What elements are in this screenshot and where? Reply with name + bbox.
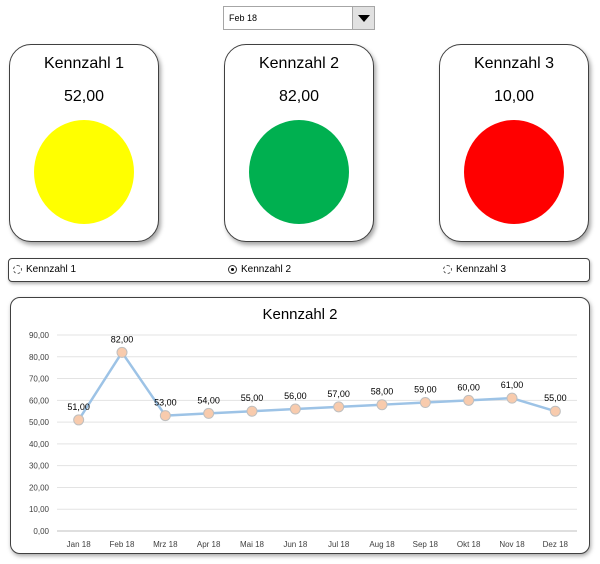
y-tick-label: 20,00: [29, 483, 50, 492]
y-tick-label: 30,00: [29, 462, 50, 471]
kpi-radio-group: Kennzahl 1 Kennzahl 2 Kennzahl 3: [8, 258, 590, 282]
traffic-light-icon: [249, 120, 349, 224]
x-tick-label: Jan 18: [67, 540, 92, 549]
data-point: [289, 403, 301, 415]
data-point: [549, 405, 561, 417]
data-label: 57,00: [327, 389, 350, 399]
y-tick-label: 50,00: [29, 418, 50, 427]
radio-kennzahl-1[interactable]: Kennzahl 1: [13, 264, 76, 275]
data-point: [73, 414, 85, 426]
x-tick-label: Dez 18: [543, 540, 569, 549]
radio-label: Kennzahl 2: [241, 264, 292, 275]
series-line: [77, 351, 556, 421]
data-label: 61,00: [501, 380, 524, 390]
x-tick-label: Feb 18: [110, 540, 135, 549]
x-tick-label: Mrz 18: [153, 540, 178, 549]
y-tick-label: 0,00: [33, 527, 49, 536]
y-tick-label: 80,00: [29, 353, 50, 362]
x-tick-label: Jul 18: [328, 540, 350, 549]
dropdown-button[interactable]: [352, 7, 374, 29]
kpi-card-1: Kennzahl 1 52,00: [9, 44, 159, 242]
kpi-card-value: 82,00: [278, 88, 320, 105]
kpi-chart: 0,00 10,00 20,00 30,00 40,00 50,00 60,00 70,00 8…: [10, 297, 590, 554]
x-tick-label: Mai 18: [240, 540, 265, 549]
kpi-card-2: Kennzahl 2 82,00: [224, 44, 374, 242]
data-point: [333, 401, 345, 413]
y-tick-label: 90,00: [29, 331, 50, 340]
kpi-card-value: 52,00: [63, 88, 105, 105]
period-dropdown[interactable]: Feb 18: [223, 6, 375, 30]
x-tick-label: Jun 18: [283, 540, 308, 549]
chart-title: Kennzahl 2: [262, 306, 338, 323]
y-tick-label: 10,00: [29, 505, 50, 514]
radio-label: Kennzahl 1: [26, 264, 77, 275]
data-label: 55,00: [544, 393, 567, 403]
data-label: 53,00: [154, 398, 177, 408]
period-dropdown-value: Feb 18: [229, 13, 258, 23]
x-tick-label: Okt 18: [457, 540, 481, 549]
data-point: [203, 407, 215, 419]
radio-kennzahl-3[interactable]: Kennzahl 3: [443, 264, 506, 275]
data-label: 55,00: [241, 393, 264, 403]
data-label: 51,00: [67, 402, 90, 412]
x-tick-label: Nov 18: [499, 540, 525, 549]
radio-button-icon[interactable]: [13, 265, 22, 274]
data-label: 82,00: [111, 334, 134, 344]
data-point: [463, 394, 475, 406]
kpi-card-title: Kennzahl 1: [43, 55, 125, 72]
data-label: 54,00: [197, 395, 220, 405]
radio-button-icon[interactable]: [443, 265, 452, 274]
kpi-card-3: Kennzahl 3 10,00: [439, 44, 589, 242]
data-label: 60,00: [457, 382, 480, 392]
radio-button-icon[interactable]: [228, 265, 237, 274]
traffic-light-icon: [34, 120, 134, 224]
x-tick-label: Apr 18: [197, 540, 221, 549]
kpi-card-title: Kennzahl 2: [258, 55, 340, 72]
data-point: [246, 405, 258, 417]
data-point: [376, 399, 388, 411]
radio-kennzahl-2[interactable]: Kennzahl 2: [228, 264, 291, 275]
traffic-light-icon: [464, 120, 564, 224]
y-tick-label: 60,00: [29, 396, 50, 405]
radio-label: Kennzahl 3: [456, 264, 507, 275]
kpi-card-value: 10,00: [493, 88, 535, 105]
data-label: 59,00: [414, 385, 437, 395]
data-point: [419, 397, 431, 409]
y-tick-label: 40,00: [29, 440, 50, 449]
kpi-card-title: Kennzahl 3: [473, 55, 555, 72]
x-tick-label: Aug 18: [369, 540, 395, 549]
data-point: [506, 392, 518, 404]
data-point: [159, 410, 171, 422]
line-chart: 0,00 10,00 20,00 30,00 40,00 50,00 60,00 70,00 8…: [29, 331, 577, 549]
data-point: [116, 346, 128, 358]
y-tick-label: 70,00: [29, 375, 50, 384]
data-label: 58,00: [371, 387, 394, 397]
x-tick-label: Sep 18: [413, 540, 439, 549]
data-label: 56,00: [284, 391, 307, 401]
chevron-down-icon: [358, 15, 370, 22]
